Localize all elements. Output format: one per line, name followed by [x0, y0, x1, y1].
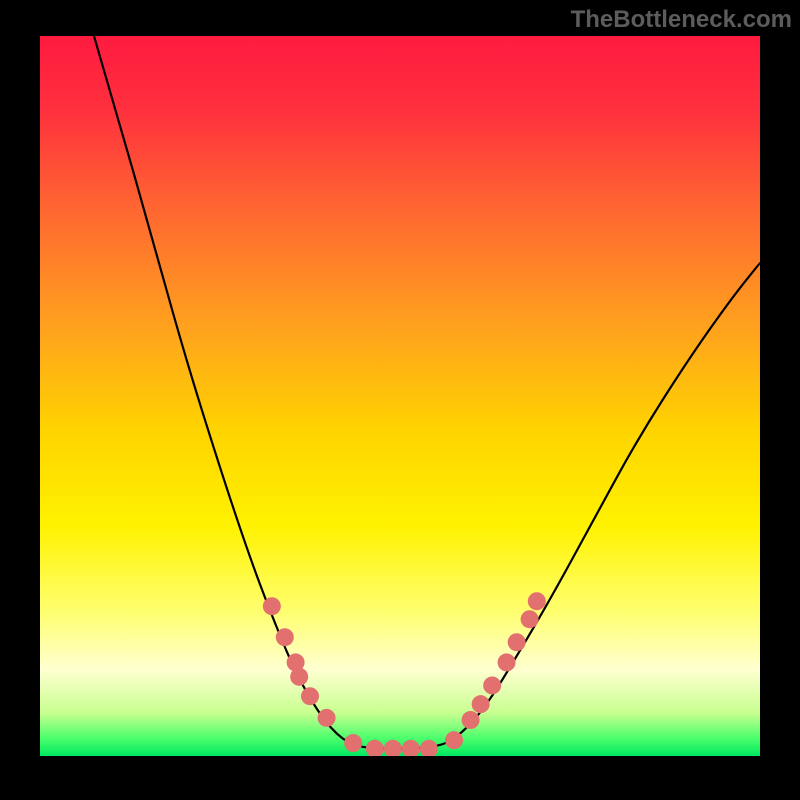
gradient-background	[40, 36, 760, 756]
data-marker	[318, 709, 336, 727]
data-marker	[483, 676, 501, 694]
data-marker	[508, 633, 526, 651]
data-marker	[521, 610, 539, 628]
data-marker	[445, 731, 463, 749]
data-marker	[344, 734, 362, 752]
data-marker	[263, 597, 281, 615]
data-marker	[384, 740, 402, 758]
watermark-text: TheBottleneck.com	[560, 6, 792, 34]
data-marker	[528, 592, 546, 610]
data-marker	[498, 653, 516, 671]
data-marker	[366, 740, 384, 758]
bottleneck-chart	[0, 0, 800, 800]
data-marker	[276, 628, 294, 646]
data-marker	[290, 668, 308, 686]
data-marker	[472, 695, 490, 713]
frame-border	[0, 756, 800, 800]
data-marker	[420, 740, 438, 758]
frame-border	[0, 0, 40, 800]
data-marker	[462, 711, 480, 729]
data-marker	[402, 740, 420, 758]
data-marker	[301, 687, 319, 705]
frame-border	[760, 0, 800, 800]
